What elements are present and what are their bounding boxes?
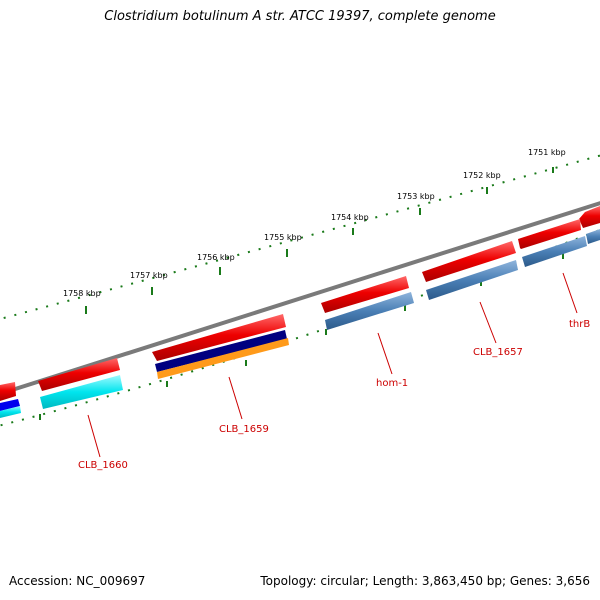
tick-label-1754: 1754 kbp <box>331 213 369 222</box>
gene-CLB_1659[interactable] <box>152 314 289 379</box>
gene-label-thrB: thrB <box>569 319 590 330</box>
accession-text: Accession: NC_009697 <box>9 574 146 588</box>
leader-lines <box>87 272 578 458</box>
tick-label-1758: 1758 kbp <box>63 289 101 298</box>
tick-label-1752: 1752 kbp <box>463 171 501 180</box>
genome-summary-text: Topology: circular; Length: 3,863,450 bp… <box>260 574 590 588</box>
map-title: Clostridium botulinum A str. ATCC 19397,… <box>104 9 496 24</box>
gene-label-hom-1: hom-1 <box>376 378 408 389</box>
tick-label-1753: 1753 kbp <box>397 192 435 201</box>
gene-CLB_1657[interactable] <box>518 219 587 267</box>
tick-label-1751: 1751 kbp <box>528 148 566 157</box>
gene-label-CLB_1660: CLB_1660 <box>78 460 128 471</box>
inner-ruler <box>0 229 600 427</box>
major-ticks <box>85 167 554 314</box>
gene-label-CLB_1657: CLB_1657 <box>473 347 523 358</box>
outer-ruler <box>0 154 600 321</box>
genome-backbone <box>0 201 600 396</box>
gene-hom-1[interactable] <box>321 276 414 330</box>
gene-CLB_1660[interactable] <box>38 358 123 409</box>
gene-thrB[interactable] <box>579 206 600 244</box>
gene-left-edge[interactable] <box>0 382 21 418</box>
gene-label-CLB_1659: CLB_1659 <box>219 424 269 435</box>
tick-label-1755: 1755 kbp <box>264 233 302 242</box>
tick-label-1757: 1757 kbp <box>130 271 168 280</box>
tick-label-1756: 1756 kbp <box>197 253 235 262</box>
gene-CLB_1657-b[interactable] <box>422 241 518 300</box>
